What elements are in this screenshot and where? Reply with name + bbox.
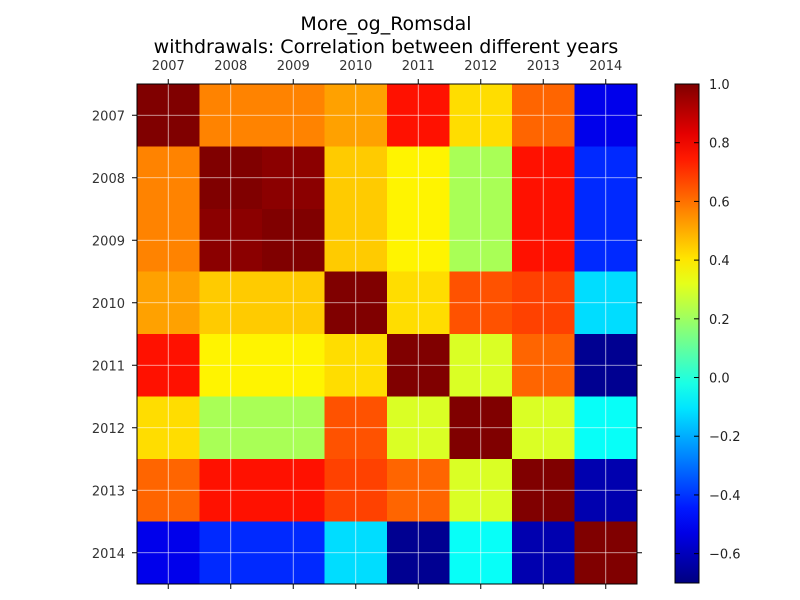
y-tick-label: 2011 [92, 359, 125, 374]
heatmap-cells [137, 84, 638, 585]
x-tick-label: 2009 [277, 59, 310, 74]
x-tick-label: 2014 [589, 59, 622, 74]
y-tick-label: 2012 [92, 422, 125, 437]
y-tick-label: 2010 [92, 297, 125, 312]
colorbar-tick-label: 0.6 [709, 195, 730, 210]
y-tick-label: 2008 [92, 172, 125, 187]
chart-title: More_og_Romsdal [300, 13, 471, 35]
grid-lines [137, 84, 637, 584]
y-tick-label: 2007 [92, 109, 125, 124]
axis-ticks [132, 79, 642, 589]
x-tick-label: 2013 [527, 59, 560, 74]
colorbar-tick-label: 0.0 [709, 372, 730, 387]
x-tick-label: 2012 [464, 59, 497, 74]
colorbar-tick-label: 1.0 [709, 78, 730, 93]
y-tick-label: 2009 [92, 234, 125, 249]
plot-frame [136, 83, 638, 585]
y-tick-label: 2014 [92, 547, 125, 562]
y-tick-labels: 2007 2008 2009 2010 2011 2012 2013 2014 [92, 109, 125, 562]
chart-subtitle: withdrawals: Correlation between differe… [154, 36, 619, 58]
x-tick-labels: 2007 2008 2009 2010 2011 2012 2013 2014 [152, 59, 623, 74]
colorbar-tick-label: 0.2 [709, 313, 730, 328]
colorbar-tick-label: 0.8 [709, 137, 730, 152]
x-tick-label: 2008 [214, 59, 247, 74]
x-tick-label: 2007 [152, 59, 185, 74]
x-tick-label: 2011 [402, 59, 435, 74]
colorbar: 1.0 0.8 0.6 0.4 0.2 0.0 −0.2 −0.4 −0.6 [674, 78, 741, 584]
colorbar-tick-label: 0.4 [709, 254, 730, 269]
colorbar-bar [674, 83, 700, 584]
colorbar-tick-label: −0.6 [709, 548, 741, 563]
colorbar-tick-label: −0.2 [709, 430, 741, 445]
x-tick-label: 2010 [339, 59, 372, 74]
colorbar-tick-label: −0.4 [709, 489, 741, 504]
y-tick-label: 2013 [92, 484, 125, 499]
